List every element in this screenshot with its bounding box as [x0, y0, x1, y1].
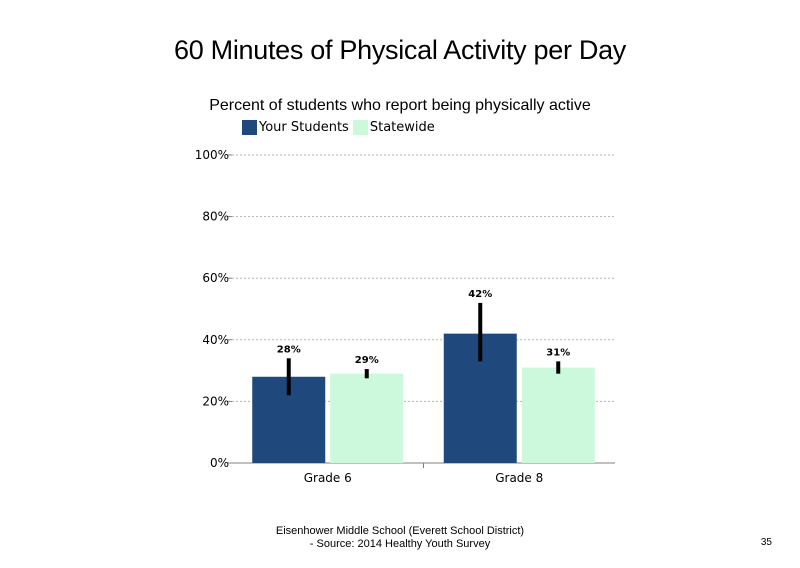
- data-label-statewide-grade-8: 31%: [546, 347, 570, 358]
- chart-subtitle: Percent of students who report being phy…: [209, 97, 591, 114]
- bar-statewide-grade-8: [521, 367, 595, 463]
- data-label-statewide-grade-6: 29%: [355, 355, 379, 366]
- footer: Eisenhower Middle School (Everett School…: [200, 525, 600, 551]
- y-tick-label-100: 100%: [195, 148, 229, 162]
- bar-statewide-grade-6: [330, 373, 404, 463]
- x-tick-label-grade-8: Grade 8: [495, 471, 543, 485]
- axes: 0% 20% 40% 60% 80% 100% Grade 6 Grade 8: [195, 148, 615, 485]
- data-labels: 28% 29% 42% 31%: [277, 289, 570, 366]
- x-tick-label-grade-6: Grade 6: [304, 471, 352, 485]
- legend-swatch-your-students: [242, 119, 257, 135]
- page-number: 35: [760, 537, 772, 548]
- data-label-your-students-grade-6: 28%: [277, 344, 301, 355]
- footer-source: - Source: 2014 Healthy Youth Survey: [309, 538, 491, 550]
- legend-item-your-students: Your Students: [242, 119, 349, 135]
- chart-title: 60 Minutes of Physical Activity per Day: [174, 35, 626, 65]
- footer-school: Eisenhower Middle School (Everett School…: [275, 525, 525, 537]
- y-tick-label-0: 0%: [210, 456, 229, 470]
- legend-label-statewide: Statewide: [369, 119, 435, 135]
- error-bars: [286, 302, 561, 396]
- legend-item-statewide: Statewide: [352, 119, 435, 135]
- y-tick-label-20: 20%: [202, 394, 229, 408]
- legend-label-your-students: Your Students: [259, 119, 349, 135]
- data-label-your-students-grade-8: 42%: [468, 289, 492, 300]
- legend: Your Students Statewide: [242, 118, 439, 136]
- y-tick-label-40: 40%: [202, 333, 229, 347]
- y-tick-label-60: 60%: [202, 271, 229, 285]
- legend-swatch-statewide: [352, 119, 368, 135]
- y-tick-label-80: 80%: [202, 210, 229, 224]
- bars: [252, 333, 595, 463]
